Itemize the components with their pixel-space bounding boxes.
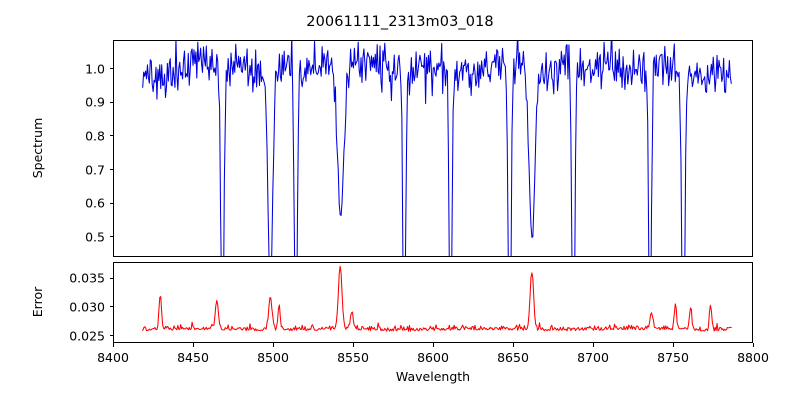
error-plot-area (142, 265, 732, 332)
spectrum-ytick-mark (109, 68, 113, 70)
xtick-mark (112, 343, 114, 347)
spectrum-trace (142, 41, 732, 256)
xtick-mark (592, 343, 594, 347)
xtick-mark (272, 343, 274, 347)
spectrum-plot-area (142, 41, 732, 256)
xtick-mark (352, 343, 354, 347)
xtick-label: 8700 (577, 350, 609, 365)
xtick-label: 8500 (257, 350, 289, 365)
xtick-label: 8800 (737, 350, 769, 365)
spectrum-ytick-mark (109, 169, 113, 171)
chart-title: 20061111_2313m03_018 (306, 14, 494, 30)
spectrum-ytick-mark (109, 101, 113, 103)
spectrum-ytick-label: 1.0 (85, 61, 105, 77)
error-trace (142, 265, 732, 332)
xtick-label: 8600 (417, 350, 449, 365)
error-ytick-mark (109, 306, 113, 308)
error-ytick-mark (109, 277, 113, 279)
x-axis-label: Wavelength (395, 369, 471, 384)
xtick-label: 8650 (497, 350, 529, 365)
xtick-label: 8550 (337, 350, 369, 365)
error-ytick-label: 0.025 (69, 328, 105, 344)
spectrum-ytick-label: 0.8 (85, 128, 105, 144)
xtick-mark (432, 343, 434, 347)
spectrum-ytick-mark (109, 236, 113, 238)
xtick-mark (192, 343, 194, 347)
spectrum-ytick-label: 0.6 (85, 195, 105, 211)
spectrum-panel (113, 40, 753, 257)
xtick-mark (752, 343, 754, 347)
xtick-label: 8750 (657, 350, 689, 365)
xtick-mark (512, 343, 514, 347)
xtick-label: 8400 (97, 350, 129, 365)
spectrum-ytick-label: 0.7 (85, 162, 105, 178)
spectrum-ytick-mark (109, 135, 113, 137)
xtick-label: 8450 (177, 350, 209, 365)
spectrum-ytick-label: 0.9 (85, 94, 105, 110)
error-panel (113, 262, 753, 343)
error-ytick-label: 0.035 (69, 270, 105, 286)
error-ytick-mark (109, 335, 113, 337)
error-ytick-label: 0.030 (69, 299, 105, 315)
xtick-mark (672, 343, 674, 347)
spectrum-ytick-label: 0.5 (85, 229, 105, 245)
spectrum-ytick-mark (109, 202, 113, 204)
